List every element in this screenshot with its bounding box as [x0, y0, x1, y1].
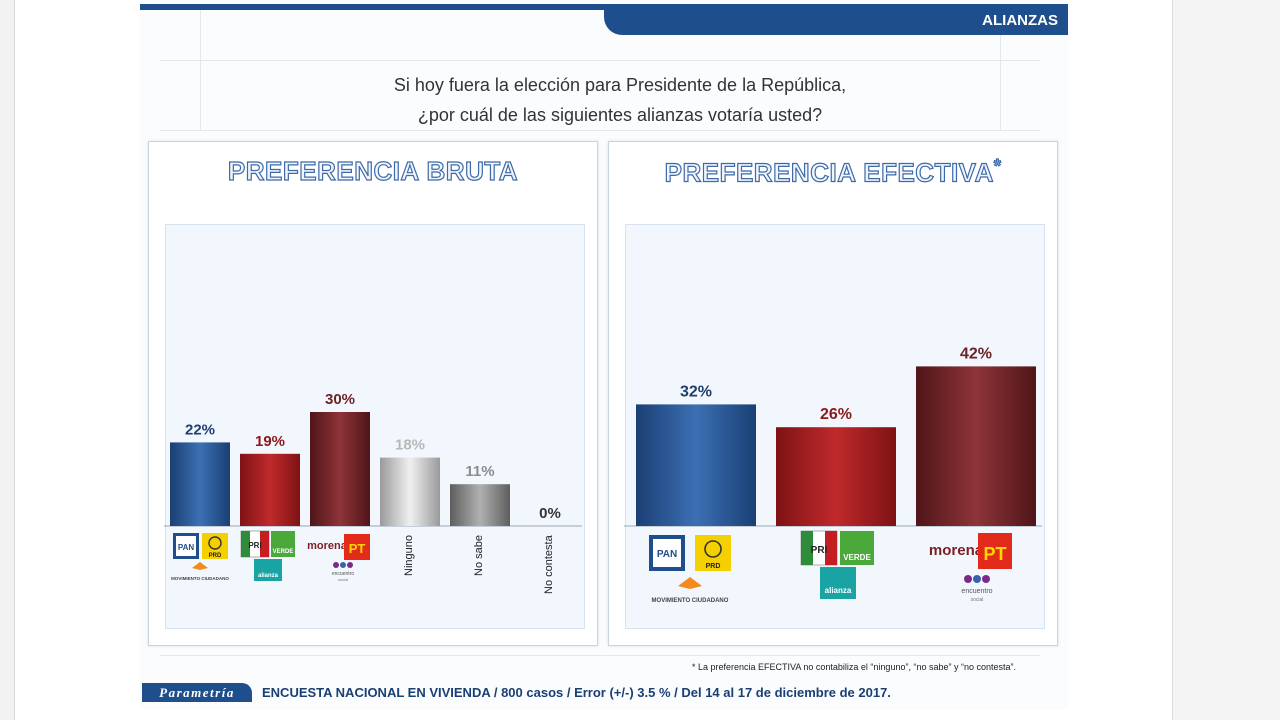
pt-logo-text: PT: [349, 541, 366, 556]
pt-logo: [978, 533, 1012, 569]
encuentro-logo-text: encuentro: [332, 571, 354, 577]
bars-efectiva: 32% 26% 42%: [636, 345, 1036, 526]
footnote: * La preferencia EFECTIVA no contabiliza…: [692, 662, 1017, 672]
bg-decor-line: [200, 10, 201, 130]
data-label-bruta-0: 22%: [185, 421, 215, 438]
left-margin: [0, 0, 15, 720]
chart-title-bruta: PREFERENCIA BRUTA: [227, 155, 519, 186]
encuentro-social-icon: [333, 562, 339, 568]
data-label-efectiva-2: 42%: [960, 345, 992, 362]
encuentro-social-icon: [347, 562, 353, 568]
social-logo-text: social: [971, 597, 984, 603]
pt-logo: [344, 534, 370, 560]
mc-logo-text: MOVIMIENTO CIUDADANO: [652, 598, 729, 604]
footer-survey-info: ENCUESTA NACIONAL EN VIVIENDA / 800 caso…: [262, 685, 891, 700]
pan-logo-inner: [176, 536, 196, 556]
bar-efectiva-0: [636, 404, 756, 526]
bar-bruta-4: [450, 484, 510, 526]
social-logo-text: social: [338, 577, 348, 582]
logo-group-pri-verde-alianza-efectiva: PRI VERDE alianza: [800, 530, 874, 599]
slide: ALIANZAS Si hoy fuera la elección para P…: [140, 0, 1068, 710]
mc-logo-text: MOVIMIENTO CIUDADANO: [171, 576, 229, 581]
verde-logo: [271, 531, 295, 557]
nueva-alianza-logo: [254, 559, 282, 581]
bars-bruta: 22% 19% 30% 18% 11% 0%: [170, 391, 561, 526]
category-label-no-contesta: No contesta: [543, 534, 555, 594]
section-tab: ALIANZAS: [604, 4, 1068, 35]
encuentro-social-icon: [982, 575, 990, 583]
prd-logo-text: PRD: [706, 563, 721, 570]
section-tab-label: ALIANZAS: [982, 12, 1058, 29]
plot-area-bruta: [165, 224, 585, 629]
prd-sun-icon: [208, 536, 222, 550]
data-label-bruta-3: 18%: [395, 437, 425, 454]
bar-bruta-2: [310, 412, 370, 526]
logo-group-pan-prd-mc: PAN PRD MOVIMIENTO CIUDADANO: [171, 533, 229, 581]
survey-question: Si hoy fuera la elección para Presidente…: [320, 70, 920, 130]
question-line-1: Si hoy fuera la elección para Presidente…: [393, 75, 847, 95]
bar-bruta-3: [380, 457, 440, 526]
logo-group-morena-pt-es: morena PT encuentro social: [307, 534, 370, 582]
movimiento-ciudadano-eagle-icon: [678, 577, 702, 589]
bar-efectiva-2: [916, 366, 1036, 526]
encuentro-social-icon: [340, 562, 346, 568]
alianza-logo-text: alianza: [825, 586, 852, 595]
logo-group-pan-prd-mc-efectiva: PAN PRD MOVIMIENTO CIUDADANO: [649, 535, 731, 604]
pri-green-stripe: [801, 531, 813, 565]
data-label-bruta-4: 11%: [465, 463, 494, 480]
data-label-efectiva-0: 32%: [680, 383, 712, 400]
parametria-logo-text: Parametría: [159, 685, 235, 700]
verde-logo: [840, 531, 874, 565]
alianza-logo-text: alianza: [258, 573, 279, 579]
bg-decor-line: [160, 655, 1040, 656]
charts-svg: 22% 19% 30% 18% 11% 0% 32% 26% 42% PAN PRD MOVI…: [164, 345, 1042, 604]
pri-red-stripe: [260, 531, 269, 557]
category-label-no-sabe: No sabe: [473, 535, 485, 576]
title-asterisk: *: [993, 155, 1002, 176]
category-label-ninguno: Ninguno: [403, 535, 415, 576]
pan-logo-text: PAN: [178, 543, 195, 552]
verde-logo-text: VERDE: [273, 549, 294, 555]
prd-logo-text: PRD: [209, 553, 222, 559]
data-label-efectiva-1: 26%: [820, 406, 852, 423]
bg-decor-line: [160, 130, 1040, 131]
right-margin: [1172, 0, 1280, 720]
pan-logo-inner: [653, 539, 681, 567]
parametria-logo: Parametría: [142, 683, 252, 702]
encuentro-logo-text: encuentro: [961, 588, 992, 595]
bg-decor-line: [1000, 10, 1001, 130]
encuentro-social-icon: [964, 575, 972, 583]
data-label-bruta-5: 0%: [539, 505, 561, 522]
logo-group-morena-pt-es-efectiva: morena PT encuentro social: [929, 533, 1012, 603]
chart-title-efectiva: PREFERENCIA EFECTIVA*: [609, 155, 1057, 189]
verde-logo-text: VERDE: [843, 553, 871, 562]
pri-logo-text: PRI: [248, 541, 261, 550]
pri-green-stripe: [241, 531, 250, 557]
bg-decor-line: [160, 60, 1040, 61]
prd-sun-icon: [704, 540, 722, 558]
morena-logo-text: morena: [929, 542, 984, 559]
chart-title-efectiva-text: PREFERENCIA EFECTIVA: [664, 157, 994, 188]
movimiento-ciudadano-eagle-icon: [192, 562, 208, 570]
question-line-2: ¿por cuál de las siguientes alianzas vot…: [417, 105, 823, 125]
panel-preferencia-bruta: PREFERENCIA BRUTA: [148, 141, 598, 646]
morena-logo-text: morena: [307, 540, 348, 552]
pt-logo-text: PT: [983, 544, 1006, 564]
pri-red-stripe: [825, 531, 837, 565]
logo-group-pri-verde-alianza: PRI VERDE alianza: [240, 530, 295, 581]
pri-logo-text: PRI: [811, 545, 828, 556]
data-label-bruta-2: 30%: [325, 391, 355, 408]
encuentro-social-icon: [973, 575, 981, 583]
bar-bruta-0: [170, 442, 230, 526]
pan-logo-text: PAN: [657, 549, 677, 560]
data-label-bruta-1: 19%: [255, 433, 285, 450]
nueva-alianza-logo: [820, 567, 856, 599]
bar-efectiva-1: [776, 427, 896, 526]
bar-bruta-1: [240, 453, 300, 526]
